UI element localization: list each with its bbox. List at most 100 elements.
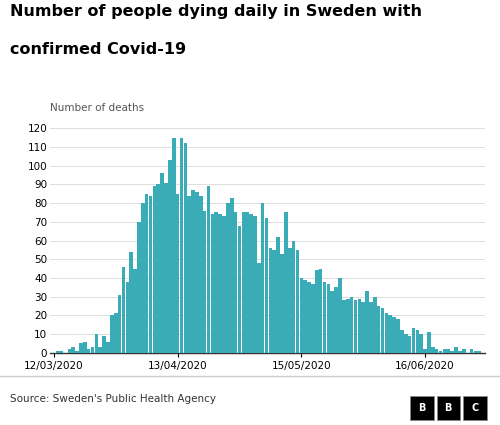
Bar: [207, 186, 210, 353]
Bar: [384, 314, 388, 353]
Bar: [141, 203, 144, 353]
Bar: [431, 347, 434, 353]
Bar: [83, 342, 86, 353]
Bar: [424, 349, 427, 353]
Bar: [373, 297, 376, 353]
Bar: [134, 269, 137, 353]
Bar: [354, 300, 357, 353]
Bar: [427, 332, 430, 353]
Bar: [164, 183, 168, 353]
Bar: [172, 138, 176, 353]
Text: Source: Sweden's Public Health Agency: Source: Sweden's Public Health Agency: [10, 394, 216, 405]
Bar: [72, 347, 75, 353]
Bar: [458, 351, 462, 353]
Bar: [396, 319, 400, 353]
Bar: [377, 306, 380, 353]
Bar: [420, 334, 423, 353]
Text: C: C: [471, 403, 478, 413]
Bar: [56, 351, 59, 353]
Bar: [79, 343, 82, 353]
Bar: [60, 351, 64, 353]
Bar: [300, 278, 303, 353]
Bar: [126, 282, 129, 353]
Bar: [412, 329, 415, 353]
Bar: [334, 287, 338, 353]
Bar: [257, 263, 260, 353]
Bar: [381, 308, 384, 353]
Bar: [268, 248, 272, 353]
Bar: [446, 349, 450, 353]
Bar: [326, 283, 330, 353]
Bar: [122, 267, 125, 353]
Bar: [288, 248, 292, 353]
Text: Number of people dying daily in Sweden with: Number of people dying daily in Sweden w…: [10, 4, 422, 19]
Bar: [416, 330, 419, 353]
Bar: [261, 203, 264, 353]
Bar: [102, 336, 106, 353]
Text: Number of deaths: Number of deaths: [50, 102, 144, 113]
Bar: [246, 212, 249, 353]
Text: confirmed Covid-19: confirmed Covid-19: [10, 42, 186, 57]
Bar: [188, 196, 191, 353]
Bar: [152, 186, 156, 353]
Bar: [478, 351, 481, 353]
Bar: [342, 300, 345, 353]
Bar: [195, 192, 198, 353]
Bar: [330, 291, 334, 353]
Bar: [435, 349, 438, 353]
Bar: [323, 282, 326, 353]
Bar: [192, 190, 195, 353]
Bar: [91, 347, 94, 353]
Bar: [392, 317, 396, 353]
Bar: [199, 196, 202, 353]
Bar: [149, 196, 152, 353]
Bar: [222, 216, 226, 353]
Bar: [210, 214, 214, 353]
Bar: [319, 269, 322, 353]
Text: B: B: [418, 403, 426, 413]
Text: B: B: [444, 403, 452, 413]
Bar: [272, 250, 276, 353]
Bar: [439, 351, 442, 353]
Bar: [87, 349, 90, 353]
Bar: [304, 280, 307, 353]
Bar: [369, 302, 372, 353]
Bar: [114, 314, 117, 353]
Bar: [156, 184, 160, 353]
Bar: [366, 291, 369, 353]
Bar: [404, 334, 407, 353]
Bar: [358, 298, 361, 353]
Bar: [160, 173, 164, 353]
Bar: [400, 330, 404, 353]
Bar: [68, 349, 71, 353]
Bar: [94, 334, 98, 353]
Bar: [470, 349, 473, 353]
Bar: [350, 297, 354, 353]
Bar: [284, 212, 288, 353]
Bar: [238, 226, 241, 353]
Bar: [76, 351, 79, 353]
Bar: [408, 336, 412, 353]
Bar: [454, 347, 458, 353]
Bar: [250, 214, 253, 353]
Bar: [296, 250, 299, 353]
Bar: [462, 349, 466, 353]
Bar: [118, 295, 122, 353]
Bar: [362, 302, 365, 353]
Bar: [311, 283, 314, 353]
Bar: [184, 143, 187, 353]
Bar: [388, 315, 392, 353]
Bar: [234, 212, 237, 353]
Bar: [218, 214, 222, 353]
Bar: [145, 194, 148, 353]
Bar: [474, 351, 477, 353]
Bar: [130, 252, 133, 353]
Bar: [226, 203, 230, 353]
Bar: [346, 298, 350, 353]
Bar: [280, 254, 284, 353]
Bar: [253, 216, 256, 353]
Bar: [203, 211, 206, 353]
Bar: [214, 212, 218, 353]
Bar: [230, 198, 234, 353]
Bar: [450, 351, 454, 353]
